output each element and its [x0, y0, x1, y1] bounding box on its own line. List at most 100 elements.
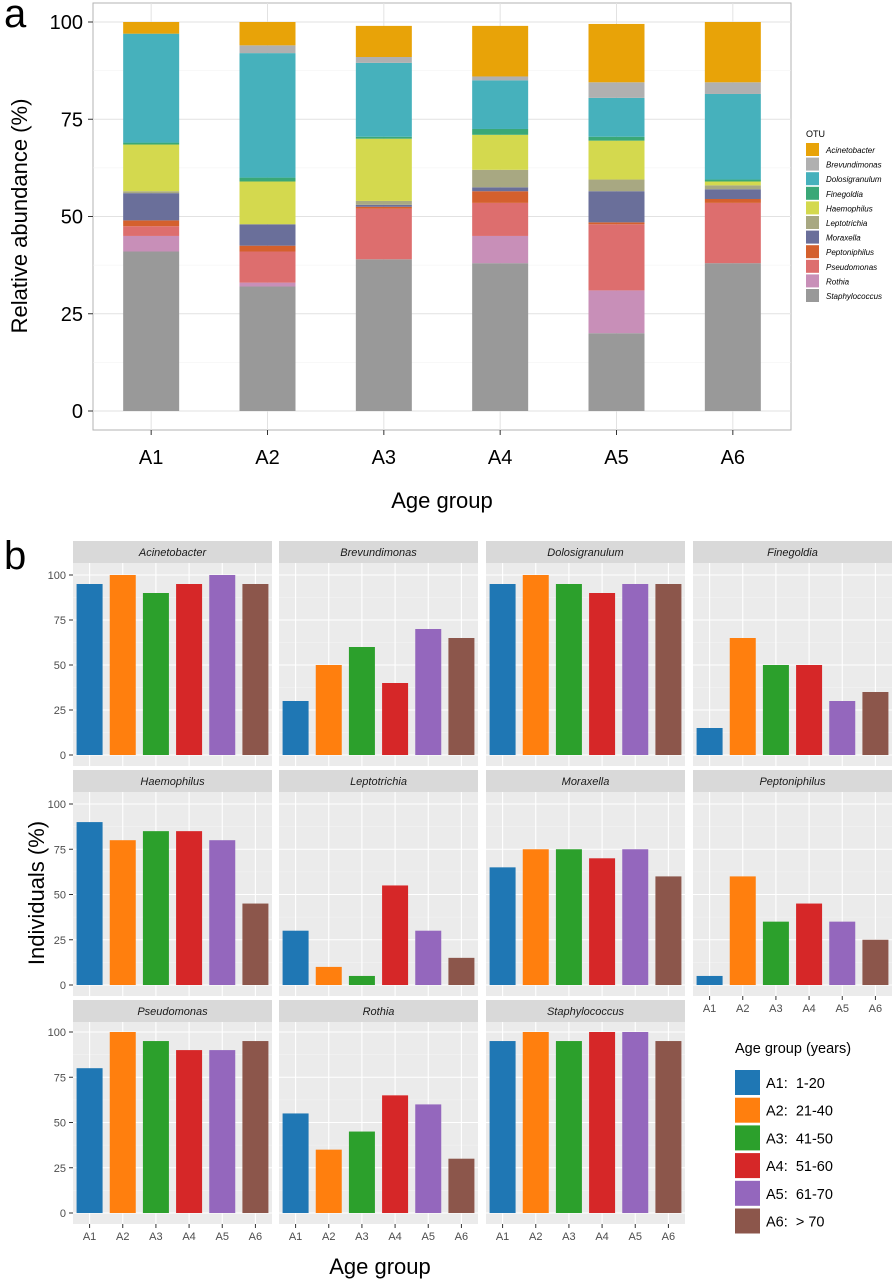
bar-segment-brevundimonas-a3 — [355, 57, 412, 63]
facet-strip-rothia — [279, 1000, 478, 1022]
x-tick-label: A6 — [455, 1231, 468, 1243]
bar-segment-haemophilus-a3 — [355, 138, 412, 201]
bar-haemophilus-a2 — [109, 840, 136, 985]
legend-label-dolosigranulum: Dolosigranulum — [826, 175, 882, 184]
facet-title-finegoldia: Finegoldia — [767, 547, 818, 559]
bar-pseudomonas-a2 — [109, 1032, 136, 1213]
bar-segment-haemophilus-a6 — [704, 181, 761, 186]
bar-pseudomonas-a4 — [176, 1050, 203, 1213]
bar-dolosigranulum-a1 — [489, 584, 516, 755]
legend-swatch-a4 — [735, 1153, 760, 1179]
y-tick-label: 0 — [60, 980, 66, 992]
bar-moraxella-a4 — [589, 858, 616, 985]
x-tick-label: A1 — [83, 1231, 96, 1243]
bar-segment-dolosigranulum-a3 — [355, 62, 412, 137]
bar-segment-acinetobacter-a3 — [355, 25, 412, 58]
bar-segment-pseudomonas-a4 — [472, 202, 529, 236]
facet-strip-dolosigranulum — [486, 541, 685, 563]
x-tick-label: A1 — [139, 447, 163, 469]
bar-rothia-a4 — [382, 1095, 409, 1213]
legend-swatch-brevundimonas — [806, 157, 819, 171]
bar-segment-brevundimonas-a4 — [472, 76, 529, 81]
bar-rothia-a1 — [282, 1113, 309, 1213]
bar-peptoniphilus-a1 — [696, 975, 723, 985]
x-tick-label: A4 — [182, 1231, 195, 1243]
bar-brevundimonas-a5 — [415, 629, 442, 755]
x-tick-label: A5 — [836, 1003, 849, 1015]
bar-segment-acinetobacter-a2 — [239, 22, 296, 46]
facet-strip-acinetobacter — [73, 541, 272, 563]
bar-segment-leptotrichia-a5 — [588, 179, 645, 192]
bar-segment-moraxella-a4 — [472, 187, 529, 192]
bar-leptotrichia-a6 — [448, 957, 475, 985]
x-tick-label: A1 — [703, 1003, 716, 1015]
bar-acinetobacter-a2 — [109, 575, 136, 755]
bar-peptoniphilus-a5 — [829, 921, 856, 985]
bar-segment-haemophilus-a1 — [123, 144, 180, 192]
legend-label-a6: A6: > 70 — [766, 1215, 824, 1231]
bar-segment-dolosigranulum-a6 — [704, 93, 761, 180]
y-tick-label: 50 — [54, 1118, 66, 1130]
bar-segment-acinetobacter-a1 — [123, 22, 180, 34]
legend-swatch-a5 — [735, 1180, 760, 1206]
bar-segment-staphylococcus-a6 — [704, 263, 761, 411]
y-tick-label: 100 — [50, 12, 83, 34]
bar-segment-finegoldia-a6 — [704, 179, 761, 182]
legend-swatch-moraxella — [806, 230, 819, 244]
bar-leptotrichia-a2 — [315, 966, 342, 985]
bar-leptotrichia-a3 — [348, 975, 375, 985]
bar-acinetobacter-a6 — [242, 584, 269, 755]
legend-swatch-rothia — [806, 274, 819, 288]
bar-segment-rothia-a5 — [588, 290, 645, 334]
x-axis-title: Age group — [391, 488, 493, 513]
y-tick-label: 100 — [48, 1027, 66, 1039]
bar-segment-finegoldia-a4 — [472, 128, 529, 135]
facet-strip-peptoniphilus — [693, 770, 892, 792]
bar-segment-acinetobacter-a5 — [588, 23, 645, 83]
panel-b-letter: b — [4, 534, 27, 578]
x-tick-label: A3 — [562, 1231, 575, 1243]
bar-segment-haemophilus-a4 — [472, 134, 529, 170]
x-tick-label: A3 — [372, 447, 396, 469]
bar-finegoldia-a4 — [796, 665, 823, 755]
legend-swatch-a1 — [735, 1070, 760, 1095]
bar-peptoniphilus-a3 — [762, 921, 789, 985]
legend-swatch-a2 — [735, 1097, 760, 1123]
y-tick-label: 75 — [54, 1072, 66, 1084]
bar-segment-peptoniphilus-a6 — [704, 198, 761, 203]
x-tick-label: A1 — [496, 1231, 509, 1243]
bar-moraxella-a3 — [555, 849, 582, 985]
x-axis-title: Age group — [329, 1254, 431, 1279]
bar-leptotrichia-a4 — [382, 885, 409, 985]
bar-segment-leptotrichia-a3 — [355, 200, 412, 205]
y-tick-label: 50 — [54, 890, 66, 902]
y-tick-label: 50 — [61, 207, 83, 229]
x-tick-label: A6 — [662, 1231, 675, 1243]
x-tick-label: A6 — [721, 447, 745, 469]
chart-b-faceted-bars: Acinetobacter 0 25 50 75 100 Brevundimonas Dolo… — [24, 541, 892, 1279]
legend-label-pseudomonas: Pseudomonas — [826, 263, 877, 272]
bar-segment-brevundimonas-a6 — [704, 82, 761, 94]
bar-moraxella-a1 — [489, 867, 516, 985]
bar-leptotrichia-a5 — [415, 930, 442, 985]
bar-leptotrichia-a1 — [282, 930, 309, 985]
x-tick-label: A3 — [769, 1003, 782, 1015]
facet-strip-moraxella — [486, 770, 685, 792]
bar-segment-moraxella-a5 — [588, 191, 645, 223]
bar-brevundimonas-a2 — [315, 665, 342, 755]
bar-brevundimonas-a6 — [448, 638, 475, 755]
legend-title: OTU — [806, 129, 825, 139]
bar-segment-moraxella-a3 — [355, 204, 412, 207]
bar-haemophilus-a5 — [209, 840, 236, 985]
bar-segment-dolosigranulum-a5 — [588, 97, 645, 137]
bar-segment-rothia-a2 — [239, 282, 296, 287]
bar-segment-staphylococcus-a4 — [472, 263, 529, 411]
x-tick-label: A5 — [216, 1231, 229, 1243]
legend-swatch-a3 — [735, 1125, 760, 1151]
bar-rothia-a5 — [415, 1104, 442, 1213]
bar-staphylococcus-a6 — [655, 1041, 682, 1213]
bar-dolosigranulum-a3 — [555, 584, 582, 755]
legend-label-peptoniphilus: Peptoniphilus — [826, 248, 874, 257]
bar-dolosigranulum-a6 — [655, 584, 682, 755]
bar-acinetobacter-a1 — [76, 584, 103, 755]
